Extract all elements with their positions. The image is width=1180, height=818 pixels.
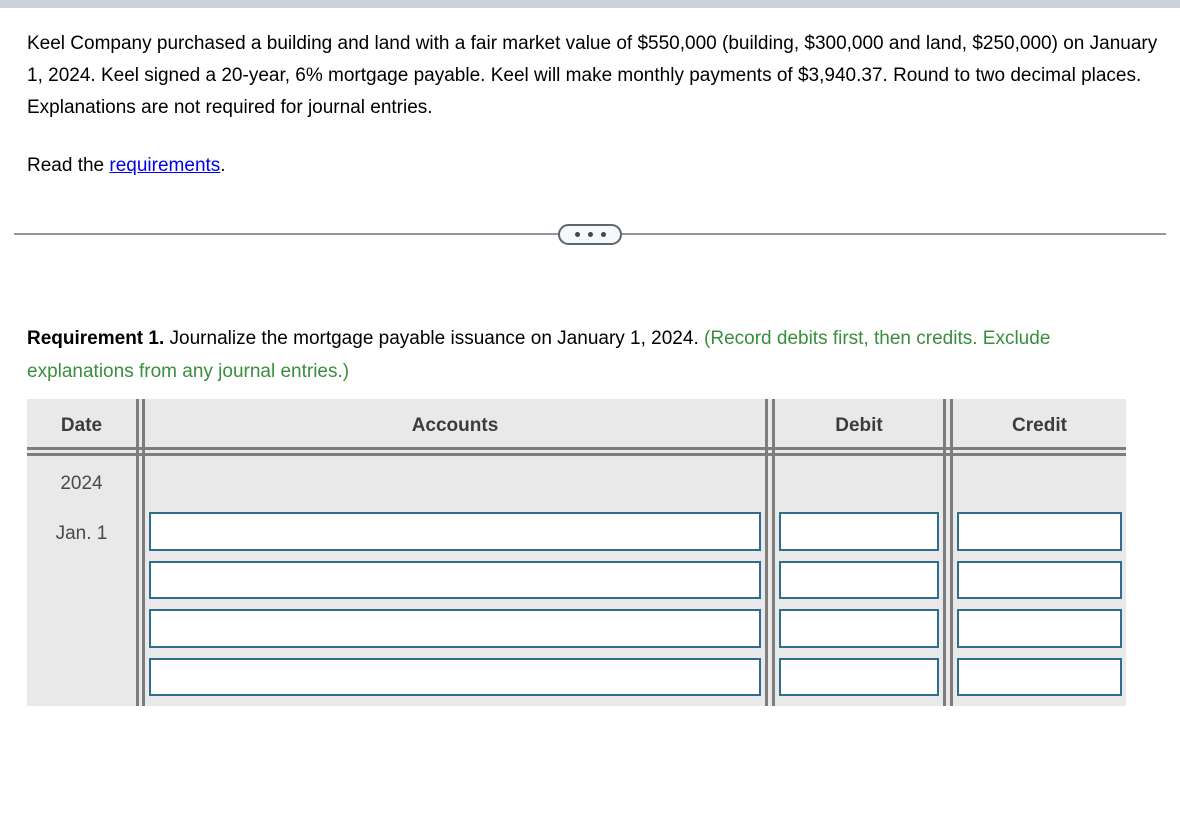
header-divider-line bbox=[27, 447, 1126, 456]
accounts-input-row4[interactable] bbox=[149, 657, 761, 696]
debit-input-row2[interactable] bbox=[779, 560, 939, 599]
problem-statement: Keel Company purchased a building and la… bbox=[27, 33, 1158, 118]
ellipsis-icon bbox=[600, 232, 606, 237]
credit-input-row2[interactable] bbox=[957, 560, 1122, 599]
requirement-instruction: Journalize the mortgage payable issuance… bbox=[164, 328, 705, 349]
accounts-column bbox=[145, 456, 765, 706]
requirement-title: Requirement 1. bbox=[27, 328, 165, 349]
section-divider bbox=[0, 224, 1180, 246]
column-divider-line bbox=[943, 399, 953, 706]
column-divider-line bbox=[136, 399, 145, 706]
column-header-credit: Credit bbox=[1012, 415, 1067, 436]
date-cell: 2024 Jan. 1 bbox=[27, 456, 136, 706]
credit-input-row4[interactable] bbox=[957, 657, 1122, 696]
read-requirements-line: Read the requirements. bbox=[27, 150, 1180, 182]
ellipsis-toggle-button[interactable] bbox=[558, 224, 622, 245]
entry-year: 2024 bbox=[60, 473, 103, 494]
credit-input-row1[interactable] bbox=[957, 512, 1122, 551]
column-divider-line bbox=[765, 399, 775, 706]
credit-input-row3[interactable] bbox=[957, 609, 1122, 648]
accounts-input-row1[interactable] bbox=[149, 512, 761, 551]
credit-column bbox=[953, 456, 1126, 706]
requirements-link[interactable]: requirements bbox=[109, 155, 221, 176]
column-header-debit: Debit bbox=[835, 415, 883, 436]
requirement-1-text: Requirement 1. Journalize the mortgage p… bbox=[27, 322, 1107, 388]
column-header-date: Date bbox=[60, 415, 103, 436]
ellipsis-icon bbox=[587, 232, 593, 237]
debit-input-row1[interactable] bbox=[779, 512, 939, 551]
entry-day: Jan. 1 bbox=[55, 523, 108, 544]
requirement-note: (Record debits first, then credits. Excl… bbox=[27, 328, 1051, 382]
debit-column bbox=[775, 456, 943, 706]
ellipsis-icon bbox=[574, 232, 580, 237]
journal-entry-table: Date Accounts Debit Credit 2024 Jan. 1 bbox=[27, 399, 1126, 706]
debit-input-row4[interactable] bbox=[779, 657, 939, 696]
accounts-input-row2[interactable] bbox=[149, 560, 761, 599]
debit-input-row3[interactable] bbox=[779, 609, 939, 648]
accounts-input-row3[interactable] bbox=[149, 609, 761, 648]
window-top-strip bbox=[0, 0, 1180, 8]
column-header-accounts: Accounts bbox=[411, 415, 499, 436]
read-prefix-text: Read the bbox=[27, 155, 110, 176]
read-suffix-text: . bbox=[220, 155, 226, 176]
